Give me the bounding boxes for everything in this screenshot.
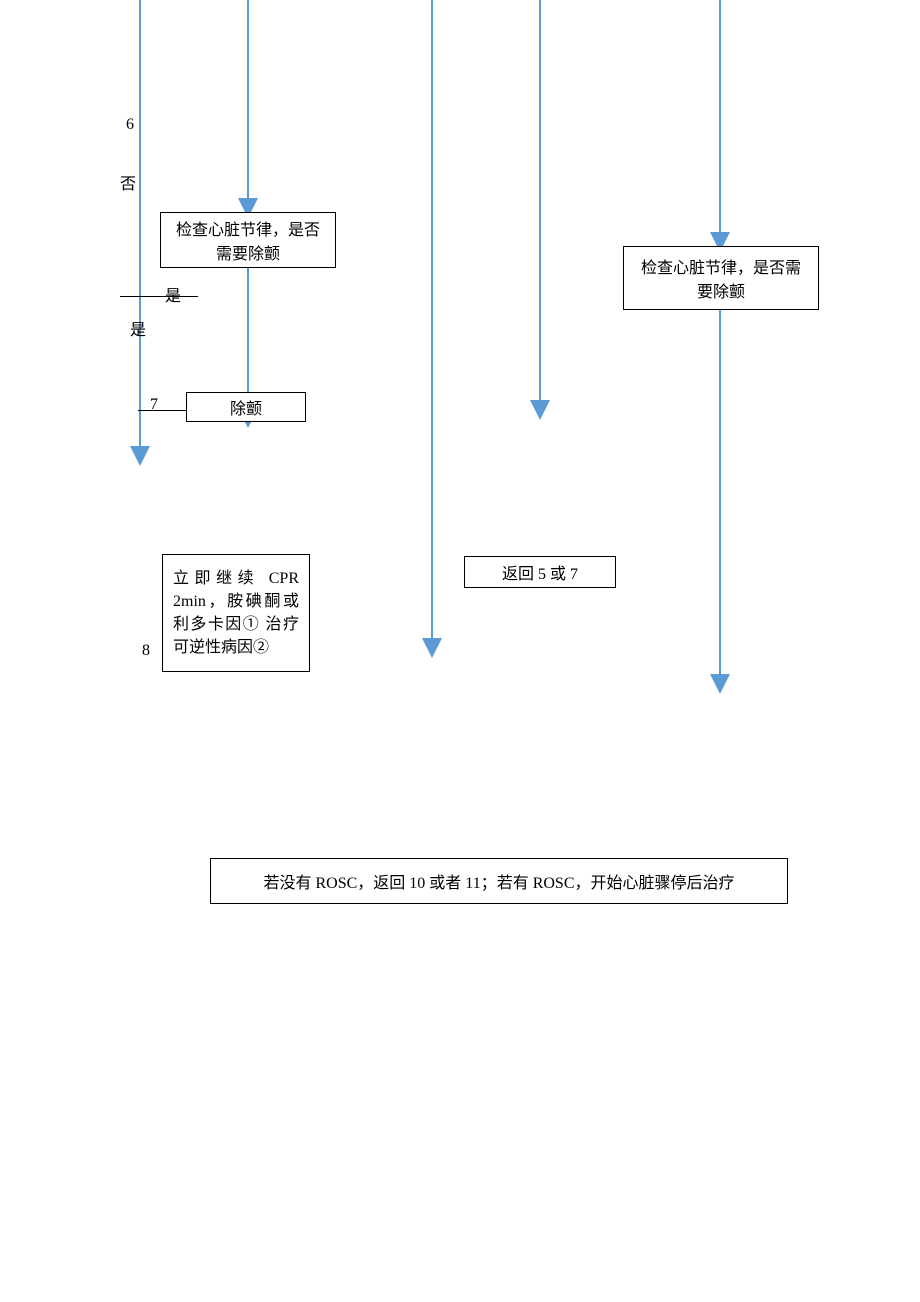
arrow-left-vertical — [0, 0, 920, 1302]
box-cpr-text: 立即继续 CPR 2min，胺碘酮或利多卡因① 治疗可逆性病因② — [173, 567, 299, 660]
box-check-rhythm-1-text: 检查心脏节律，是否需要除颤 — [171, 216, 325, 264]
box-check-rhythm-2: 检查心脏节律，是否需要除颤 — [623, 246, 819, 310]
label-no: 否 — [120, 170, 136, 194]
box-return-5-7: 返回 5 或 7 — [464, 556, 616, 588]
box-cpr-2min: 立即继续 CPR 2min，胺碘酮或利多卡因① 治疗可逆性病因② — [162, 554, 310, 672]
box-defibrillate-text: 除颤 — [230, 395, 262, 419]
hline-yes-upper — [120, 296, 198, 297]
hline-7-connector — [138, 410, 186, 411]
box-check-rhythm-1: 检查心脏节律，是否需要除颤 — [160, 212, 336, 268]
box-check-rhythm-2-text: 检查心脏节律，是否需要除颤 — [634, 254, 808, 302]
box-return-5-7-text: 返回 5 或 7 — [502, 560, 578, 584]
label-8: 8 — [142, 642, 150, 660]
box-rosc: 若没有 ROSC，返回 10 或者 11；若有 ROSC，开始心脏骤停后治疗 — [210, 858, 788, 904]
label-6: 6 — [126, 116, 134, 134]
box-defibrillate: 除颤 — [186, 392, 306, 422]
label-7: 7 — [150, 396, 158, 414]
box-rosc-text: 若没有 ROSC，返回 10 或者 11；若有 ROSC，开始心脏骤停后治疗 — [263, 869, 734, 893]
label-yes-2: 是 — [130, 316, 146, 340]
label-yes-1: 是 — [165, 282, 181, 306]
